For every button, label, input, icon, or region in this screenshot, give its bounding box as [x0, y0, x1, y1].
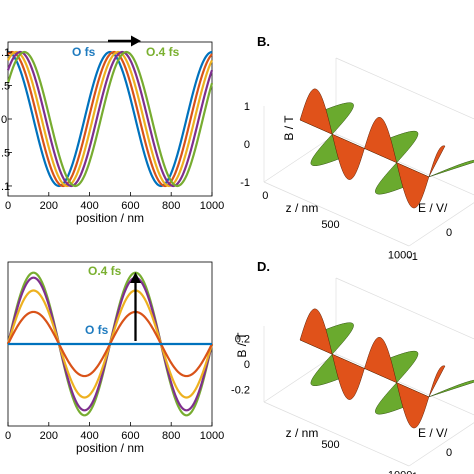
- electric-field-lobe: [428, 379, 474, 398]
- panel-a: 0 200 400 600 800 1000 .1 .5 0 .5 .1 position / n…: [1, 35, 224, 225]
- panel-d-em-wave: [299, 308, 474, 429]
- y-tick-label: -1: [408, 251, 418, 263]
- z-tick-label: -0.2: [231, 384, 250, 396]
- panel-a-x-ticks: 0 200 400 600 800 1000: [5, 192, 224, 212]
- x-tick-label: 1000: [388, 250, 412, 262]
- magnetic-field-lobe: [299, 88, 333, 135]
- panel-c-annotation-start: O fs: [85, 323, 109, 337]
- panel-d-z-axis-label: B / T: [235, 332, 249, 358]
- panel-c-x-ticks: 0 200 400 600 800 1000: [5, 422, 224, 442]
- magnetic-field-lobe: [299, 308, 333, 355]
- x-tick-label: 1000: [200, 200, 224, 212]
- electric-field-lobe: [428, 159, 474, 178]
- x-tick-label: 600: [121, 200, 139, 212]
- z-tick-label: 0.2: [235, 334, 250, 346]
- x-tick-label: 1000: [388, 470, 412, 474]
- panel-d-y-axis-label: E / V/: [418, 426, 448, 440]
- x-tick-label: 1000: [200, 430, 224, 442]
- panel-a-annotation-start: O fs: [72, 45, 96, 59]
- panel-c-annotation-end: O.4 fs: [88, 264, 122, 278]
- arrow-head: [130, 272, 141, 283]
- panel-b-3d-box: [263, 57, 474, 247]
- panel-a-shift-arrow: [108, 35, 141, 47]
- x-tick-label: 500: [321, 439, 339, 451]
- x-tick-label: 400: [80, 430, 98, 442]
- x-tick-label: 200: [40, 430, 58, 442]
- panel-d: D. B / T z / nm E / V/ 0.2 0 -0.2 500 1000-1…: [231, 259, 474, 474]
- a-series-green: [6, 50, 214, 188]
- a-series-purple: [6, 50, 214, 188]
- panel-a-curves: [6, 50, 214, 188]
- panel-d-label: D.: [257, 259, 270, 274]
- a-series-blue: [7, 50, 213, 188]
- panel-b-y-axis-label: E / V/: [418, 201, 448, 215]
- box-edge: [335, 277, 474, 340]
- x-tick-label: 400: [80, 200, 98, 212]
- panel-a-annotation-end: O.4 fs: [146, 45, 180, 59]
- x-tick-label: 0: [262, 190, 268, 202]
- magnetic-field-lobe: [396, 382, 430, 429]
- magnetic-field-lobe: [364, 117, 398, 164]
- y-tick-label: .5: [1, 147, 10, 159]
- panel-c: 0 200 400 600 800 1000 position / nm O fs O.4…: [5, 261, 224, 455]
- panel-b-z-axis-label: B / T: [282, 115, 296, 141]
- magnetic-field-lobe: [331, 353, 365, 400]
- x-tick-label: 800: [162, 430, 180, 442]
- box-edge: [263, 353, 337, 403]
- magnetic-field-lobe: [331, 133, 365, 180]
- y-tick-label: .1: [1, 181, 10, 193]
- magnetic-field-lobe: [428, 365, 446, 398]
- z-tick-label: 0: [244, 139, 250, 151]
- panel-c-growth-arrow: [130, 272, 141, 341]
- y-tick-label: -1: [408, 471, 418, 474]
- a-series-orange: [7, 50, 213, 188]
- x-tick-label: 200: [40, 200, 58, 212]
- panel-c-x-axis-label: position / nm: [76, 441, 144, 455]
- box-edge: [408, 202, 474, 247]
- z-tick-label: 1: [244, 101, 250, 113]
- box-edge: [335, 133, 474, 196]
- box-edge: [263, 133, 337, 183]
- panel-a-y-ticks: .1 .5 0 .5 .1: [1, 47, 12, 193]
- panel-b-x-axis-label: z / nm: [286, 201, 319, 215]
- panel-d-ticks: 0.2 0 -0.2 500 1000-1 0: [231, 334, 452, 474]
- panel-d-x-axis-label: z / nm: [286, 426, 319, 440]
- box-edge: [263, 401, 410, 467]
- x-tick-label: 0: [5, 430, 11, 442]
- magnetic-field-lobe: [428, 145, 446, 178]
- panel-d-3d-box: [263, 277, 474, 467]
- y-tick-label: .5: [1, 81, 10, 93]
- box-edge: [335, 353, 474, 416]
- x-tick-label: 800: [162, 200, 180, 212]
- y-tick-label: 0: [446, 447, 452, 459]
- box-edge: [263, 181, 410, 247]
- panel-b-em-wave: [299, 88, 474, 209]
- x-tick-label: 500: [321, 219, 339, 231]
- y-tick-label: 0: [446, 227, 452, 239]
- magnetic-field-lobe: [364, 337, 398, 384]
- z-tick-label: -1: [240, 177, 250, 189]
- y-tick-label: 0: [1, 114, 7, 126]
- panel-c-curves: [6, 271, 214, 417]
- arrow-head: [131, 35, 141, 47]
- panel-b-label: B.: [257, 34, 270, 49]
- box-edge: [408, 422, 474, 467]
- box-edge: [335, 57, 474, 120]
- x-tick-label: 600: [121, 430, 139, 442]
- panel-a-x-axis-label: position / nm: [76, 211, 144, 225]
- y-tick-label: .1: [1, 47, 10, 59]
- x-tick-label: 0: [5, 200, 11, 212]
- z-tick-label: 0: [244, 359, 250, 371]
- magnetic-field-lobe: [396, 162, 430, 209]
- a-series-yellow: [7, 50, 213, 188]
